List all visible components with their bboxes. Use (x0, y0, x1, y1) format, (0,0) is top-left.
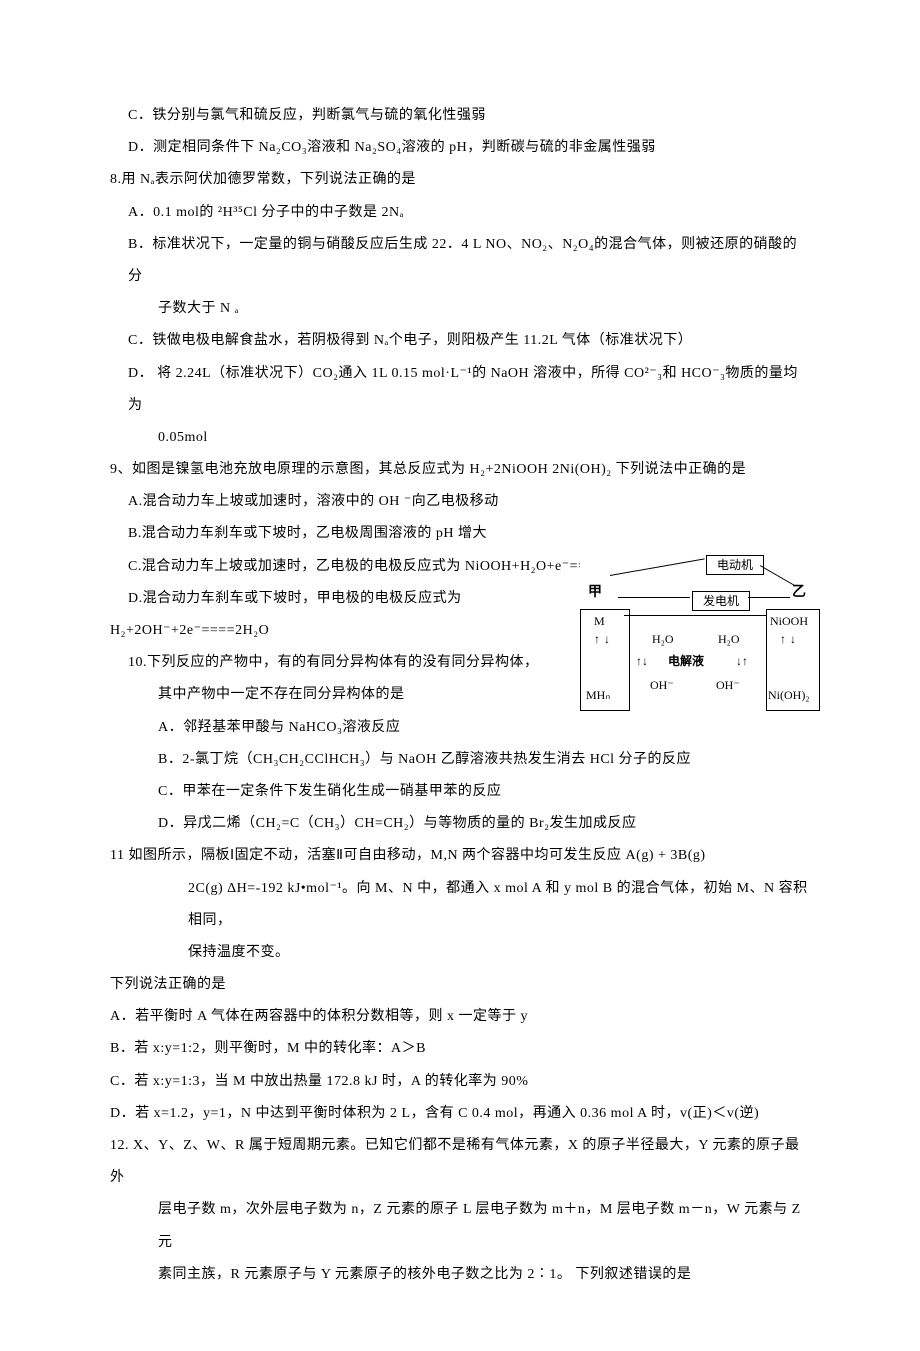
diagram-arrow-right-down: ↓ (790, 633, 796, 646)
q9-option-b: B.混合动力车刹车或下坡时，乙电极周围溶液的 pH 增大 (110, 518, 810, 550)
q10-option-c: C．甲苯在一定条件下发生硝化生成一硝基甲苯的反应 (110, 776, 810, 808)
diagram-arrow-right-up: ↑ (780, 633, 786, 646)
q10-option-a: A．邻羟基苯甲酸与 NaHCO₃溶液反应 (110, 712, 810, 744)
q9-stem: 9、如图是镍氢电池充放电原理的示意图，其总反应式为 H₂+2NiOOH 2Ni(… (110, 454, 810, 486)
diagram-h2o-left: H₂O (652, 633, 674, 646)
q12-stem-line2: 层电子数 m，次外层电子数为 n，Z 元素的原子 L 层电子数为 m＋n，M 层… (110, 1194, 810, 1258)
q8-option-d-line2: 0.05mol (110, 422, 810, 454)
q7-option-c: C．铁分别与氯气和硫反应，判断氯气与硫的氧化性强弱 (110, 100, 810, 132)
q10-option-b: B．2-氯丁烷（CH₃CH₂CClHCH₃）与 NaOH 乙醇溶液共热发生消去 … (110, 744, 810, 776)
battery-diagram: 电动机 发电机 甲 乙 M MHₙ NiOOH Ni(OH)₂ ↑ ↓ ↑ ↓ … (580, 555, 810, 715)
q8-option-d-line1: D． 将 2.24L（标准状况下）CO₂通入 1L 0.15 mol·L⁻¹的 … (110, 358, 810, 422)
diagram-arrow-left-up: ↑ (594, 633, 600, 646)
diagram-cell-top-line (624, 615, 766, 616)
diagram-wire-3 (618, 597, 690, 598)
q11-stem-line3: 保持温度不变。 (110, 937, 810, 969)
q11-option-a: A．若平衡时 A 气体在两容器中的体积分数相等，则 x 一定等于 y (110, 1001, 810, 1033)
q11-stem-line1: 11 如图所示，隔板Ⅰ固定不动，活塞Ⅱ可自由移动，M,N 两个容器中均可发生反应… (110, 840, 810, 872)
diagram-wire-1 (610, 558, 705, 576)
diagram-wire-2 (760, 565, 795, 586)
diagram-yi-label: 乙 (792, 585, 806, 600)
diagram-mhn-label: MHₙ (586, 689, 610, 702)
q11-option-b: B．若 x:y=1:2，则平衡时，M 中的转化率：A＞B (110, 1033, 810, 1065)
q12-stem-line3: 素同主族，R 元素原子与 Y 元素原子的核外电子数之比为 2∶1。 下列叙述错误… (110, 1259, 810, 1291)
q8-option-b-line1: B．标准状况下，一定量的铜与硝酸反应后生成 22．4 L NO、NO₂、N₂O₄… (110, 229, 810, 293)
q7-option-d: D．测定相同条件下 Na₂CO₃溶液和 Na₂SO₄溶液的 pH，判断碳与硫的非… (110, 132, 810, 164)
diagram-arrow-ud-2: ↓↑ (736, 655, 748, 668)
q10-option-d: D．异戊二烯（CH₂=C（CH₃）CH=CH₂）与等物质的量的 Br₂发生加成反… (110, 808, 810, 840)
q12-stem-line1: 12. X、Y、Z、W、R 属于短周期元素。已知它们都不是稀有气体元素，X 的原… (110, 1130, 810, 1194)
diagram-niooh-label: NiOOH (770, 615, 808, 628)
q8-option-b-line2: 子数大于 N ₐ (110, 293, 810, 325)
q8-option-c: C．铁做电极电解食盐水，若阴极得到 Nₐ个电子，则阳极产生 11.2L 气体（标… (110, 325, 810, 357)
diagram-oh-left: OH⁻ (650, 679, 674, 692)
q11-option-c: C．若 x:y=1:3，当 M 中放出热量 172.8 kJ 时，A 的转化率为… (110, 1066, 810, 1098)
q8-stem: 8.用 Nₐ表示阿伏加德罗常数，下列说法正确的是 (110, 164, 810, 196)
diagram-m-label: M (594, 615, 605, 628)
q11-option-d: D．若 x=1.2，y=1，N 中达到平衡时体积为 2 L，含有 C 0.4 m… (110, 1098, 810, 1130)
diagram-oh-right: OH⁻ (716, 679, 740, 692)
diagram-jia-label: 甲 (588, 585, 602, 600)
q8-option-a: A．0.1 mol的 ²H³⁵Cl 分子中的中子数是 2Nₐ (110, 197, 810, 229)
diagram-h2o-right: H₂O (718, 633, 740, 646)
q9-option-a: A.混合动力车上坡或加速时，溶液中的 OH ⁻向乙电极移动 (110, 486, 810, 518)
q11-lead: 下列说法正确的是 (110, 969, 810, 1001)
diagram-arrow-left-down: ↓ (604, 633, 610, 646)
diagram-arrow-ud-1: ↑↓ (636, 655, 648, 668)
diagram-motor-box: 电动机 (706, 555, 764, 575)
q11-stem-line2: 2C(g) ΔH=-192 kJ•mol⁻¹。向 M、N 中，都通入 x mol… (110, 873, 810, 937)
diagram-wire-4 (748, 597, 790, 598)
diagram-electrolyte-label: 电解液 (668, 655, 704, 668)
diagram-generator-box: 发电机 (692, 591, 750, 611)
diagram-nioh2-label: Ni(OH)₂ (768, 689, 810, 702)
